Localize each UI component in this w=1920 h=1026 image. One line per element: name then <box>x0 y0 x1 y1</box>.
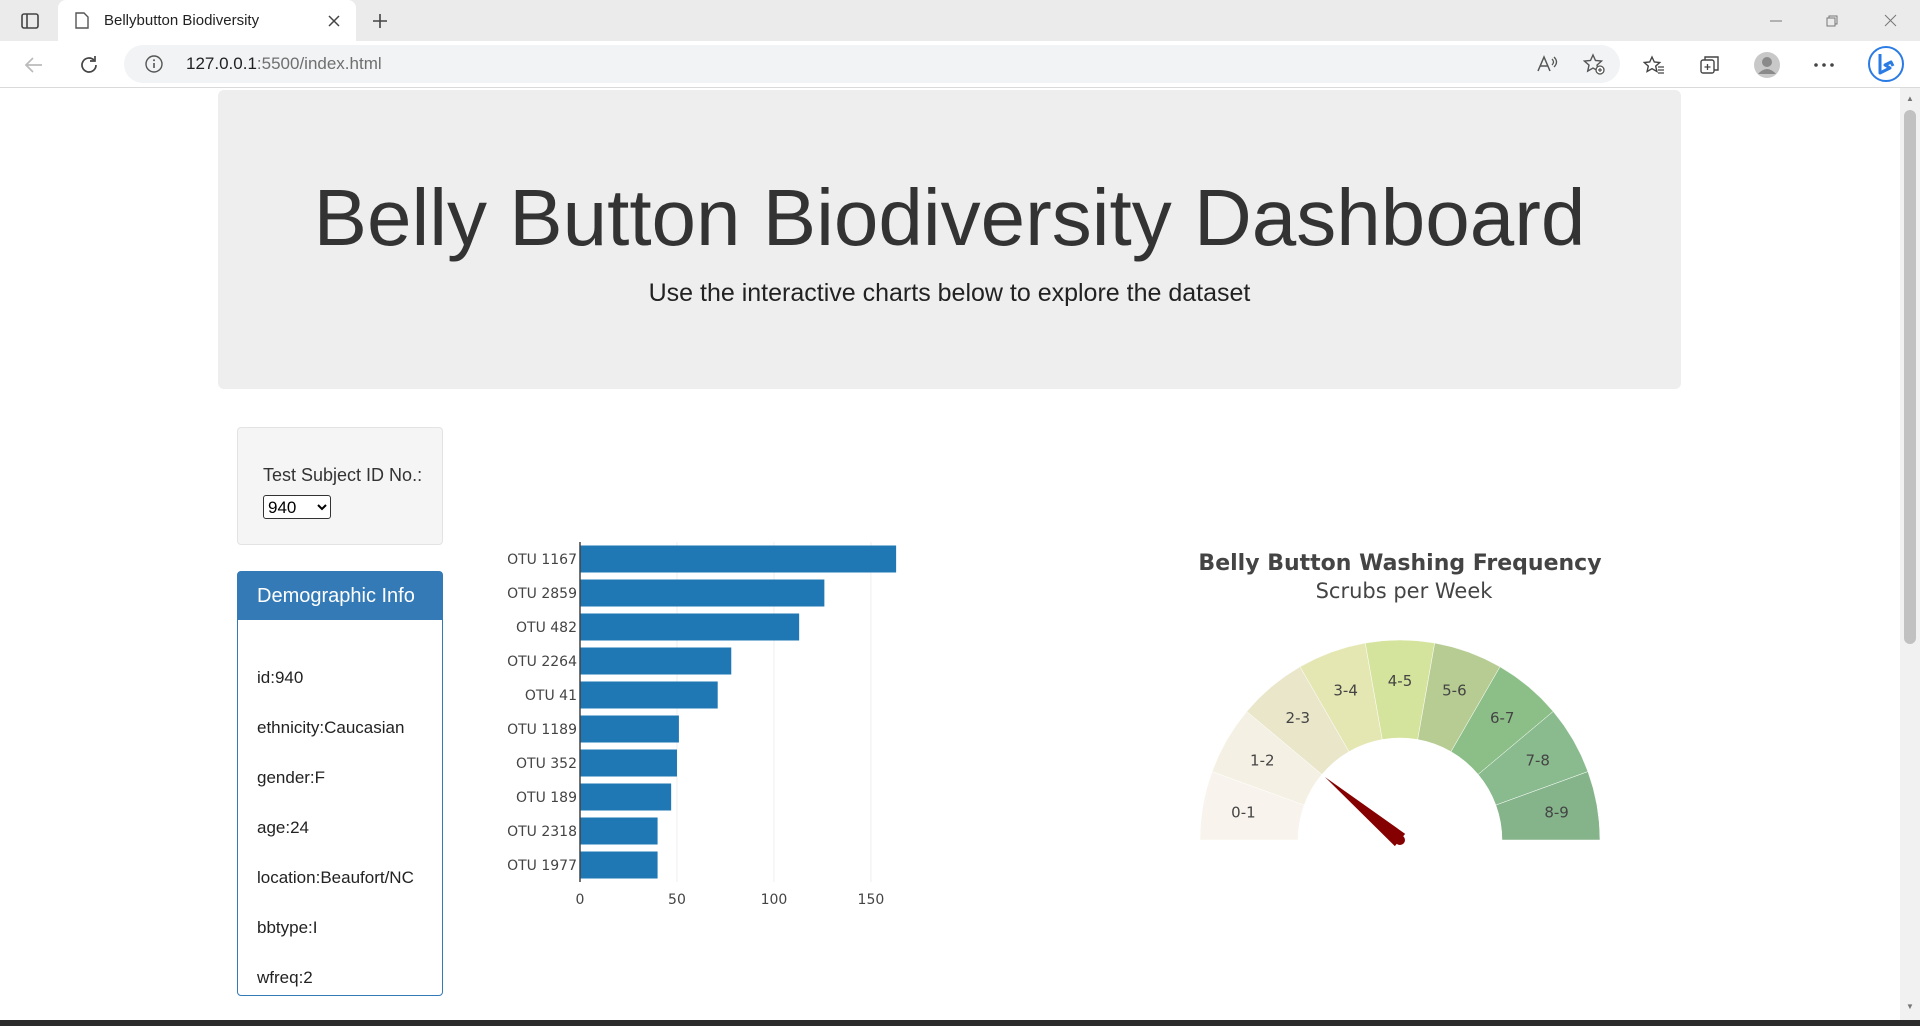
browser-toolbar: 127.0.0.1:5500/index.html <box>0 41 1920 88</box>
bar-category-label: OTU 1189 <box>507 722 577 738</box>
url-path: :5500/index.html <box>256 54 382 73</box>
bar[interactable] <box>580 681 718 709</box>
bing-copilot-icon[interactable] <box>1866 44 1906 84</box>
subject-select-label: Test Subject ID No.: <box>263 465 423 485</box>
tab-title: Bellybutton Biodiversity <box>104 12 260 29</box>
gauge-title: Belly Button Washing Frequency <box>1198 551 1601 576</box>
gauge-segment-label: 1-2 <box>1250 752 1275 770</box>
taskbar-edge <box>0 1020 1920 1026</box>
washing-frequency-gauge[interactable]: Belly Button Washing Frequency Scrubs per… <box>1160 448 1640 868</box>
gauge-segment-label: 8-9 <box>1544 803 1569 821</box>
bar[interactable] <box>580 613 800 641</box>
bar[interactable] <box>580 817 658 845</box>
collections-icon[interactable] <box>1694 49 1726 81</box>
read-aloud-icon[interactable] <box>1533 50 1561 78</box>
site-info-icon[interactable] <box>144 54 164 74</box>
refresh-icon[interactable] <box>73 49 105 81</box>
gauge-segment-label: 7-8 <box>1525 752 1550 770</box>
close-tab-icon[interactable] <box>324 11 344 31</box>
subject-select-well: Test Subject ID No.: 940 <box>237 427 443 545</box>
bar-category-label: OTU 2318 <box>507 824 577 840</box>
bar-category-label: OTU 482 <box>516 620 577 636</box>
header-jumbotron: Belly Button Biodiversity Dashboard Use … <box>218 90 1681 389</box>
bar[interactable] <box>580 783 672 811</box>
profile-avatar-icon[interactable] <box>1751 49 1783 81</box>
bar[interactable] <box>580 749 677 777</box>
gauge-segment-label: 3-4 <box>1333 682 1358 700</box>
url-host: 127.0.0.1 <box>186 54 257 73</box>
gauge-subtitle: Scrubs per Week <box>1316 579 1494 603</box>
x-tick-label: 50 <box>668 892 686 908</box>
demographic-panel-body: id:940 ethnicity:Caucasian gender:F age:… <box>238 620 442 1018</box>
bar[interactable] <box>580 715 679 743</box>
x-tick-label: 100 <box>761 892 788 908</box>
vertical-scrollbar[interactable]: ▲ ▼ <box>1900 88 1920 1020</box>
new-tab-icon[interactable] <box>366 8 394 34</box>
gauge-segment-label: 4-5 <box>1388 672 1413 690</box>
back-icon[interactable] <box>18 49 50 81</box>
demographic-row: location:Beaufort/NC <box>257 868 414 887</box>
bar[interactable] <box>580 579 825 607</box>
bar-category-label: OTU 2264 <box>507 654 577 670</box>
demographic-row: wfreq:2 <box>257 968 313 987</box>
scroll-up-arrow[interactable]: ▲ <box>1906 93 1914 103</box>
demographic-row: bbtype:I <box>257 918 318 937</box>
restore-icon[interactable] <box>1804 0 1860 41</box>
gauge-segment-label: 5-6 <box>1442 682 1467 700</box>
more-menu-icon[interactable] <box>1808 49 1840 81</box>
bar[interactable] <box>580 647 732 675</box>
favorites-icon[interactable] <box>1638 49 1670 81</box>
bar-category-label: OTU 189 <box>516 790 577 806</box>
gauge-segment-label: 0-1 <box>1231 803 1256 821</box>
bar-category-label: OTU 41 <box>525 688 577 704</box>
demographic-row: age:24 <box>257 818 309 837</box>
demographic-row: ethnicity:Caucasian <box>257 718 405 737</box>
tab-actions-icon[interactable] <box>14 8 46 34</box>
x-tick-label: 150 <box>858 892 885 908</box>
close-window-icon[interactable] <box>1862 0 1918 41</box>
page-subtitle: Use the interactive charts below to expl… <box>648 279 1251 307</box>
bar-category-label: OTU 352 <box>516 756 577 772</box>
tab-strip: Bellybutton Biodiversity <box>0 0 1920 41</box>
demographic-row: id:940 <box>257 668 304 687</box>
bar-category-label: OTU 1977 <box>507 858 577 874</box>
bar-category-label: OTU 1167 <box>507 552 577 568</box>
scroll-down-arrow[interactable]: ▼ <box>1906 1001 1914 1011</box>
bar-category-label: OTU 2859 <box>507 586 577 602</box>
bar[interactable] <box>580 851 658 879</box>
page-title: Belly Button Biodiversity Dashboard <box>313 173 1586 262</box>
bar[interactable] <box>580 545 897 573</box>
browser-tab[interactable]: Bellybutton Biodiversity <box>58 0 356 41</box>
address-bar[interactable]: 127.0.0.1:5500/index.html <box>124 45 1620 83</box>
minimize-icon[interactable] <box>1748 0 1804 41</box>
scrollbar-thumb[interactable] <box>1904 110 1916 644</box>
page-viewport: Belly Button Biodiversity Dashboard Use … <box>0 88 1900 1020</box>
add-favorite-icon[interactable] <box>1580 50 1608 78</box>
gauge-segment-label: 2-3 <box>1286 709 1311 727</box>
demographic-panel-heading: Demographic Info <box>238 572 442 620</box>
demographic-row: gender:F <box>257 768 326 787</box>
demographic-panel: Demographic Info id:940 ethnicity:Caucas… <box>237 571 443 996</box>
gauge-needle <box>1324 777 1406 847</box>
gauge-needle-hub <box>1395 835 1405 845</box>
x-tick-label: 0 <box>576 892 585 908</box>
gauge-segment-label: 6-7 <box>1490 709 1515 727</box>
page-icon <box>72 11 92 31</box>
otu-bar-chart[interactable]: OTU 1167 OTU 2859 OTU 482 OTU 2264 OTU 41 OTU… <box>470 538 990 1008</box>
url-text: 127.0.0.1:5500/index.html <box>186 54 382 74</box>
subject-id-dropdown[interactable]: 940 <box>263 495 331 519</box>
gauge-segment[interactable] <box>1495 771 1601 841</box>
